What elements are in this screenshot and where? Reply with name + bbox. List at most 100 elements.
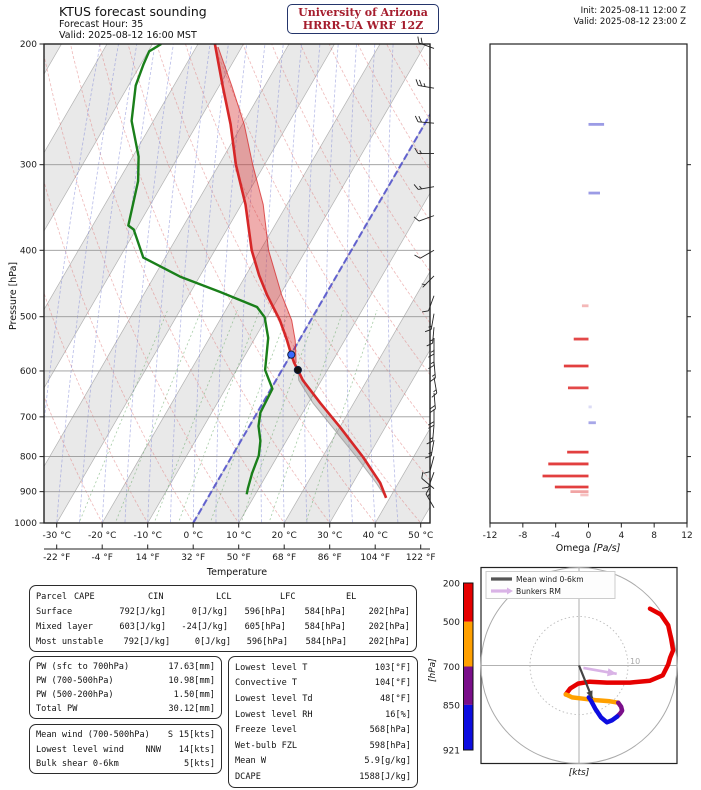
table-cell: 14[kts]: [178, 744, 215, 755]
table-row: Mean wind (700-500hPa) S 15[kts]: [36, 728, 215, 743]
temp-c-tick-label: 10 °C: [226, 531, 251, 541]
moist-adiabat: [282, 44, 302, 523]
table-cell: 1588[J/kg]: [359, 771, 411, 782]
hodograph-segment: [614, 700, 625, 719]
hodograph-xlabel: [kts]: [568, 768, 590, 778]
table-cell: 584[hPa]: [305, 636, 348, 647]
dry-adiabat: [425, 11, 701, 537]
hodograph: 10 Mean wind 0-6km Bunkers RM: [480, 566, 678, 765]
table-row: DCAPE 1588[J/kg]: [235, 769, 411, 785]
omega-tick-label: 0: [586, 531, 592, 541]
table-cell: -24[J/kg]: [181, 621, 228, 632]
dry-adiabat: [536, 11, 701, 537]
table-row: Freeze level 568[hPa]: [235, 722, 411, 738]
table-cell: 605[hPa]: [244, 621, 286, 632]
mixing-ratio-line: [78, 309, 169, 523]
pressure-tick-label: 700: [20, 413, 37, 423]
table-cell: Surface: [36, 606, 73, 617]
temp-f-tick-label: 32 °F: [181, 553, 205, 563]
pressure-tick-label: 200: [20, 40, 37, 50]
valid-local-label: Valid: 2025-08-12 16:00 MST: [59, 30, 197, 41]
temp-f-tick-label: 14 °F: [136, 553, 160, 563]
moist-adiabat: [124, 44, 174, 523]
moist-adiabat: [260, 44, 284, 523]
skewt-frame: [43, 43, 431, 524]
dry-adiabat: [271, 44, 430, 324]
dry-adiabat: [414, 44, 430, 71]
temp-f-tick-label: -4 °F: [91, 553, 113, 563]
mixing-ratio-line: [153, 309, 238, 523]
table-row: Bulk shear 0-6km 5[kts]: [36, 757, 215, 772]
table-cell: Freeze level: [235, 725, 298, 736]
isotherm-band: [44, 44, 335, 523]
omega-tick-label: -12: [483, 531, 498, 541]
forecast-hour-label: Forecast Hour: 35: [59, 19, 144, 30]
table-cell: 598[hPa]: [369, 740, 411, 751]
moist-adiabat: [170, 44, 211, 523]
hodograph-colorbar: 200 500 700 850 921: [443, 580, 474, 757]
table-cell: Parcel: [36, 591, 68, 602]
parcel-below-lcl-shading: [297, 370, 387, 498]
skewt-plot: [44, 11, 701, 537]
table-cell: 30.12[mm]: [168, 704, 215, 714]
dewpoint-line: [127, 44, 274, 495]
table-cell: Lowest level Td: [235, 693, 313, 704]
moist-adiabat: [44, 44, 101, 426]
omega-label-prefix: Omega: [555, 543, 594, 554]
table-cell: Convective T: [235, 678, 298, 689]
temp-c-tick-label: 40 °C: [363, 531, 388, 541]
moist-adiabat: [147, 44, 193, 523]
temp-f-tick-label: 104 °F: [360, 553, 390, 563]
legend-bunkers: Bunkers RM: [516, 587, 561, 596]
colorbar-label: 500: [443, 618, 460, 628]
mixing-ratio-line: [305, 309, 378, 523]
table-cell: 48[°F]: [379, 693, 411, 704]
colorbar-label: 921: [443, 747, 460, 757]
table-cell: LCL: [216, 591, 232, 602]
pw-table: PW (sfc to 700hPa) 17.63[mm] PW (700-500hP…: [29, 656, 222, 719]
zero-isotherm-line: [192, 112, 430, 523]
table-row: Lowest level wind NNW 14[kts]: [36, 743, 215, 758]
table-cell: 1.50[mm]: [173, 690, 215, 700]
omega-tick-label: 12: [681, 531, 692, 541]
wind-barbs: [413, 36, 438, 508]
table-row: PW (700-500hPa) 10.98[mm]: [36, 674, 215, 688]
table-cell: 792[J/kg]: [119, 606, 166, 617]
table-cell: LFC: [280, 591, 296, 602]
table-row: Lowest level RH 16[%]: [235, 707, 411, 723]
table-cell: PW (700-500hPa): [36, 676, 114, 686]
moist-adiabat: [101, 44, 156, 523]
hodograph-segment: [563, 606, 676, 697]
table-row: Total PW 30.12[mm]: [36, 702, 215, 716]
init-valid-block: Init: 2025-08-11 12:00 Z Valid: 2025-08-…: [574, 6, 686, 28]
table-cell: PW (sfc to 700hPa): [36, 662, 130, 672]
table-cell: Most unstable: [36, 636, 104, 647]
pressure-tick-label: 500: [20, 313, 37, 323]
table-cell: DCAPE: [235, 771, 261, 782]
hodograph-legend: Mean wind 0-6km Bunkers RM: [485, 571, 616, 599]
table-cell: 584[hPa]: [304, 621, 346, 632]
parcel-table: Parcel CAPE CIN LCL LFC EL Surface 792[J/kg] 0[J…: [29, 585, 417, 652]
table-cell: EL: [346, 591, 357, 602]
dry-adiabat: [564, 11, 701, 537]
table-cell: 603[J/kg]: [119, 621, 166, 632]
legend-mean-wind: Mean wind 0-6km: [516, 575, 584, 584]
valid-utc-label: Valid: 2025-08-12 23:00 Z: [573, 17, 686, 27]
table-cell: 0[J/kg]: [194, 636, 232, 647]
mixing-ratio-line: [268, 309, 344, 523]
table-cell: 16[%]: [385, 709, 411, 720]
dry-adiabat: [127, 44, 376, 523]
moist-adiabat: [387, 44, 399, 523]
omega-axis-label: Omega [Pa/s]: [508, 543, 668, 554]
table-cell: NNW: [145, 744, 161, 755]
table-cell: 792[J/kg]: [123, 636, 171, 647]
ring-label: 10: [630, 657, 640, 666]
temp-c-tick-label: -20 °C: [88, 531, 116, 541]
temp-c-tick-label: 0 °C: [184, 531, 203, 541]
colorbar-label: 200: [443, 580, 460, 590]
table-cell: Lowest level T: [235, 662, 308, 673]
table-cell: 202[hPa]: [368, 621, 410, 632]
table-cell: 104[°F]: [374, 678, 411, 689]
pressure-tick-label: 900: [20, 488, 37, 498]
